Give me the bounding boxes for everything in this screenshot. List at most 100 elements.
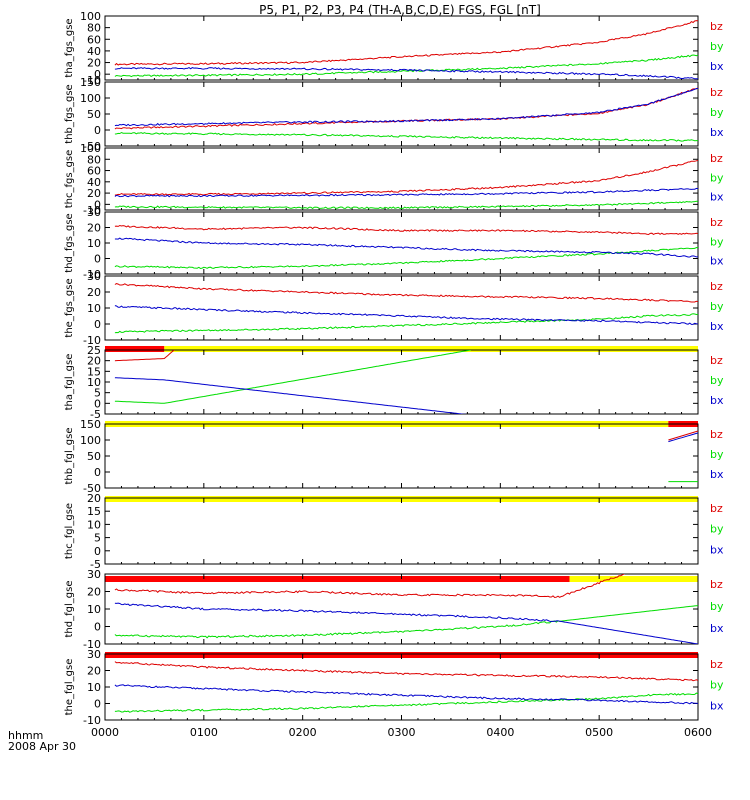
flag-bar-red	[105, 576, 570, 582]
y-axis-label: thb_fgs_gse	[64, 84, 75, 143]
series-group	[114, 661, 698, 713]
panel-thb_fgl_gse: -50 0 50 100 150 thb_fgl_gse bz by bx	[64, 418, 724, 502]
series-bz-line	[114, 661, 698, 682]
legend-bz: bz	[710, 354, 723, 367]
y-tick-label: 10	[87, 376, 101, 389]
series-bz-line	[114, 87, 698, 130]
panel-frame	[104, 349, 699, 415]
series-bx-line	[114, 305, 698, 325]
y-tick-label: 50	[87, 108, 101, 121]
y-axis-label: thc_fgl_gse	[64, 503, 75, 559]
y-tick-label: 100	[80, 434, 101, 447]
time-axis-label-hhmm: hhmm	[8, 729, 43, 742]
y-tick-label: 0	[94, 545, 101, 558]
flag-bar-yellow	[569, 576, 698, 582]
legend-by: by	[710, 523, 724, 536]
legend-bx: bx	[710, 468, 724, 481]
series-bx-line	[114, 87, 698, 127]
y-tick-label: 60	[87, 165, 101, 178]
series-group	[114, 20, 698, 80]
panel-thd_fgs_gse: -10 0 10 20 30 thd_fgs_gse bz by bx	[64, 206, 724, 281]
legend-bx: bx	[710, 255, 724, 268]
legend-by: by	[710, 40, 724, 53]
y-tick-label: 80	[87, 22, 101, 35]
series-by-line	[114, 246, 698, 270]
series-group	[114, 574, 698, 644]
y-tick-label: 0	[94, 698, 101, 711]
y-axis-label: tha_fgs_gse	[64, 18, 75, 77]
legend-bz: bz	[710, 428, 723, 441]
y-tick-label: 100	[80, 92, 101, 105]
legend-bx: bx	[710, 60, 724, 73]
y-axis-label: tha_fgl_gse	[64, 354, 75, 411]
panel-frame	[104, 423, 699, 489]
panel-thb_fgs_gse: -50 0 50 100 150 thb_fgs_gse bz by bx	[64, 76, 724, 153]
y-axis-label: thc_fgs_gse	[64, 150, 75, 209]
y-tick-label: 0	[94, 124, 101, 137]
x-tick-label: 0000	[91, 726, 119, 739]
time-axis: 0000 0100 0200 0300 0400 0500 0600	[91, 726, 712, 739]
series-bx-line	[114, 237, 698, 258]
legend-by: by	[710, 600, 724, 613]
legend-bz: bz	[710, 578, 723, 591]
y-tick-label: 10	[87, 302, 101, 315]
series-bz-line	[114, 159, 698, 196]
panel-the_fgl_gse: -10 0 10 20 30 the_fgl_gse bz by bx	[64, 648, 724, 727]
series-group	[114, 159, 698, 210]
y-tick-label: 0	[94, 253, 101, 266]
y-tick-label: 5	[94, 532, 101, 545]
legend-bz: bz	[710, 216, 723, 229]
legend-by: by	[710, 171, 724, 184]
y-tick-label: 20	[87, 187, 101, 200]
y-tick-label: -50	[83, 482, 101, 495]
x-tick-label: 0600	[684, 726, 712, 739]
y-tick-label: -10	[83, 334, 101, 347]
y-tick-label: 20	[87, 355, 101, 368]
y-tick-label: 30	[87, 648, 101, 661]
legend-by: by	[710, 300, 724, 313]
series-by-line	[114, 692, 698, 713]
y-axis-label: the_fgs_gse	[64, 278, 75, 337]
y-tick-label: 15	[87, 505, 101, 518]
y-tick-label: -10	[83, 268, 101, 281]
y-tick-label: 150	[80, 76, 101, 89]
series-by-line	[114, 605, 698, 639]
series-by-line	[114, 54, 698, 78]
series-bz-line	[114, 350, 175, 362]
y-tick-label: 40	[87, 176, 101, 189]
legend-bx: bx	[710, 699, 724, 712]
legend-bz: bz	[710, 152, 723, 165]
y-axis-label: thb_fgl_gse	[64, 428, 75, 485]
y-tick-label: 10	[87, 237, 101, 250]
y-tick-label: 30	[87, 206, 101, 219]
y-tick-label: -10	[83, 714, 101, 727]
series-group	[668, 430, 698, 483]
panel-frame	[104, 497, 699, 565]
y-tick-label: -10	[83, 638, 101, 651]
series-by-line	[114, 313, 698, 334]
series-group	[114, 350, 471, 414]
legend-bx: bx	[710, 543, 724, 556]
y-tick-label: 40	[87, 45, 101, 58]
y-tick-label: 50	[87, 450, 101, 463]
y-tick-label: 0	[94, 318, 101, 331]
y-tick-label: 10	[87, 681, 101, 694]
y-tick-label: 15	[87, 365, 101, 378]
legend-by: by	[710, 374, 724, 387]
legend-bz: bz	[710, 502, 723, 515]
y-tick-label: -5	[90, 558, 101, 571]
y-axis-label: the_fgl_gse	[64, 659, 75, 716]
legend-by: by	[710, 448, 724, 461]
y-tick-label: 10	[87, 603, 101, 616]
x-tick-label: 0100	[190, 726, 218, 739]
legend-bx: bx	[710, 320, 724, 333]
series-bx-line	[114, 67, 698, 80]
flag-bar-yellow	[164, 346, 699, 352]
y-tick-label: -10	[83, 204, 101, 217]
y-tick-label: 0	[94, 466, 101, 479]
legend-bx: bx	[710, 126, 724, 139]
